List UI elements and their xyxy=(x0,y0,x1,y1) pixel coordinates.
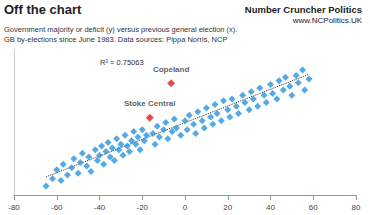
svg-text:Government majority or deficit: Government majority or deficit (y) versu… xyxy=(4,25,237,34)
svg-text:0: 0 xyxy=(183,203,188,212)
svg-text:R² = 0.75063: R² = 0.75063 xyxy=(100,58,144,67)
svg-text:GB by-elections since June 198: GB by-elections since June 1983. Data so… xyxy=(4,35,227,44)
svg-text:Stoke Central: Stoke Central xyxy=(124,99,176,108)
svg-text:60: 60 xyxy=(309,203,318,212)
svg-text:-20: -20 xyxy=(136,203,148,212)
svg-text:-40: -40 xyxy=(94,203,106,212)
svg-text:80: 80 xyxy=(352,203,361,212)
svg-text:Copeland: Copeland xyxy=(153,65,190,74)
svg-text:-60: -60 xyxy=(51,203,63,212)
svg-text:www.NCPolitics.UK: www.NCPolitics.UK xyxy=(292,16,363,25)
svg-text:-80: -80 xyxy=(8,203,20,212)
svg-text:40: 40 xyxy=(266,203,275,212)
svg-text:20: 20 xyxy=(223,203,232,212)
svg-text:Number Cruncher Politics: Number Cruncher Politics xyxy=(245,4,362,15)
svg-text:Off the chart: Off the chart xyxy=(4,2,82,17)
